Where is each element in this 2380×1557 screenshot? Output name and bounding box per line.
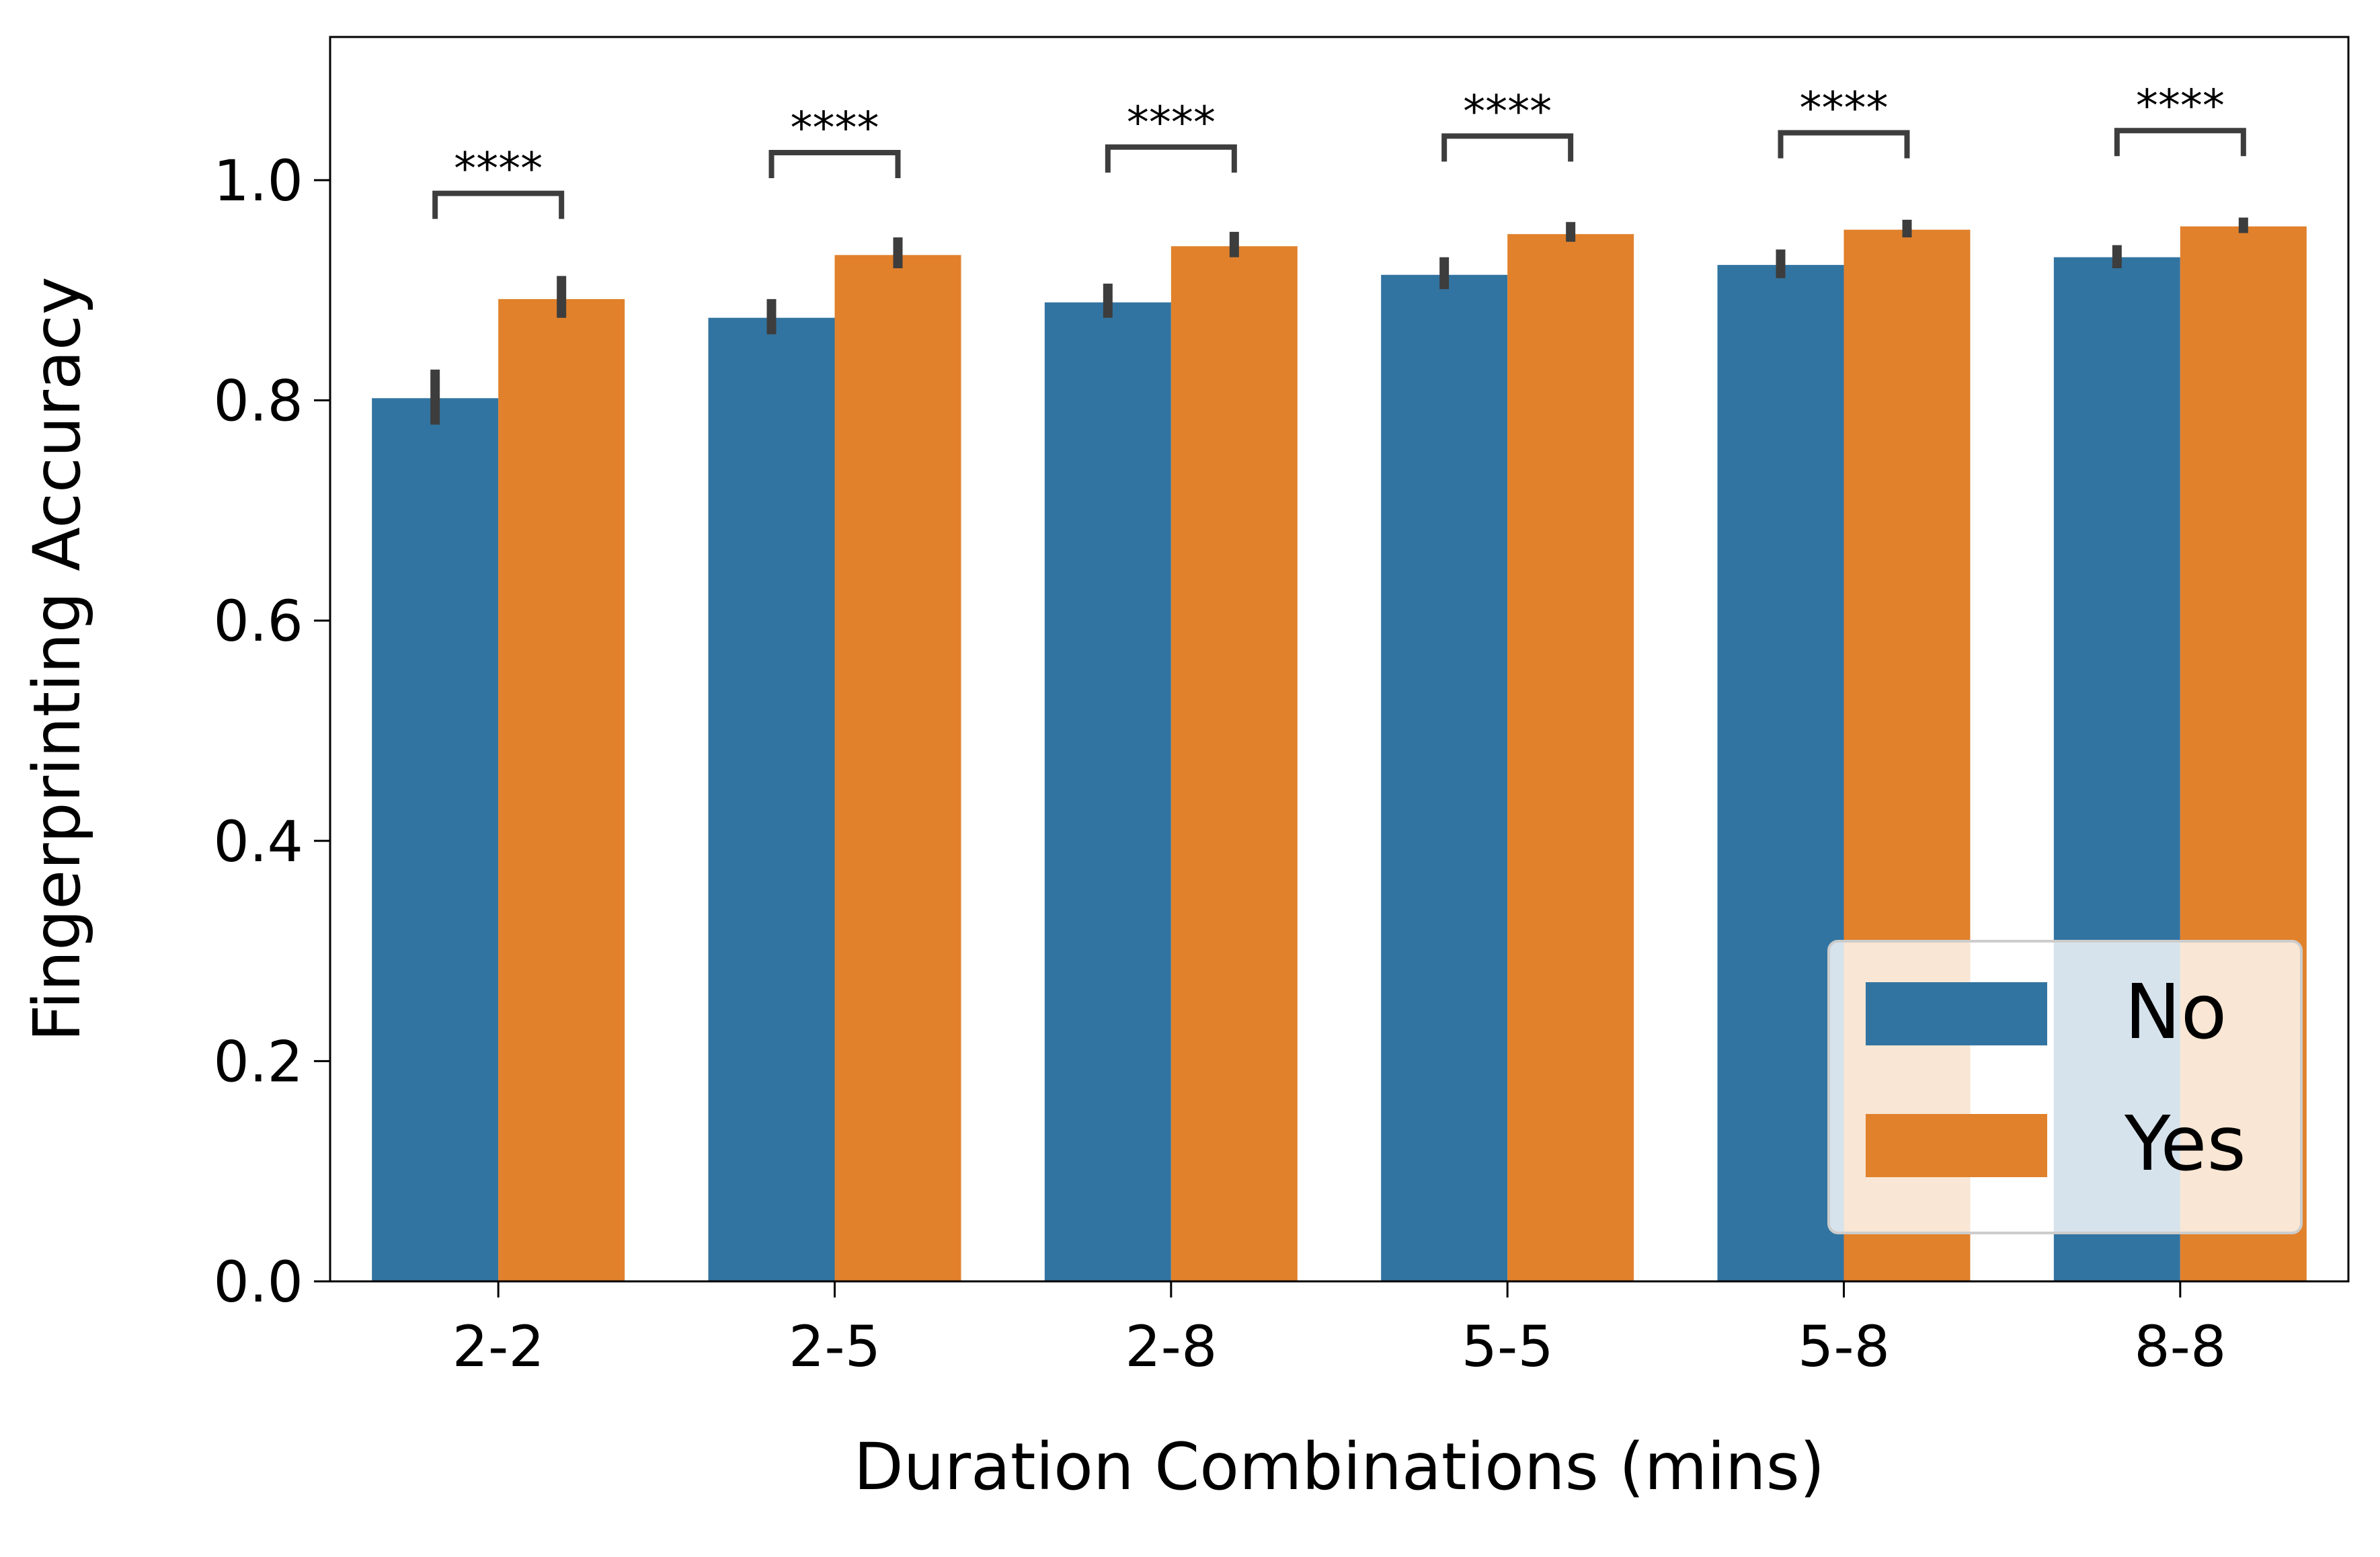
- significance-label-8-8: ****: [2136, 80, 2225, 132]
- significance-bracket-2-2: [432, 190, 565, 219]
- x-axis: 2-2 2-5 2-8 5-5 5-8 8-8: [452, 1281, 2226, 1380]
- y-tick-label-0.2: 0.2: [213, 1029, 303, 1094]
- significance-bracket-2-8: [1105, 144, 1237, 173]
- significance-bracket-5-5: [1441, 133, 1574, 162]
- significance-bracket-5-8: [1778, 130, 1910, 159]
- y-tick-label-0.4: 0.4: [213, 809, 303, 875]
- bar-yes-5-5: [1507, 234, 1634, 1281]
- bar-no-2-2: [372, 398, 499, 1281]
- y-tick-label-1.0: 1.0: [213, 148, 303, 214]
- legend-label-yes: Yes: [2124, 1101, 2246, 1188]
- x-tick-label-5-8: 5-8: [1798, 1314, 1890, 1380]
- x-tick-label-2-8: 2-8: [1125, 1314, 1217, 1380]
- significance-bracket-2-5: [768, 149, 901, 178]
- y-tick-label-0.6: 0.6: [213, 588, 303, 654]
- significance-label-2-8: ****: [1127, 97, 1216, 149]
- x-tick-label-8-8: 8-8: [2134, 1314, 2226, 1380]
- y-axis-label: Fingerprinting Accuracy: [19, 276, 95, 1041]
- significance-label-5-8: ****: [1800, 83, 1889, 134]
- bar-no-2-5: [708, 317, 835, 1281]
- y-tick-label-0.0: 0.0: [213, 1249, 303, 1315]
- bar-no-5-8: [1717, 265, 1844, 1281]
- bar-yes-2-8: [1171, 246, 1298, 1281]
- legend-swatch-yes: [1866, 1114, 2047, 1177]
- error-bars-layer: [430, 217, 2248, 425]
- x-tick-label-5-5: 5-5: [1462, 1314, 1554, 1380]
- bar-no-2-8: [1044, 302, 1171, 1282]
- y-axis: 0.0 0.2 0.4 0.6 0.8 1.0: [213, 148, 330, 1315]
- bar-no-5-5: [1381, 274, 1508, 1281]
- significance-bracket-8-8: [2114, 128, 2246, 157]
- bar-yes-2-5: [834, 255, 961, 1282]
- x-tick-label-2-5: 2-5: [789, 1314, 881, 1380]
- plot-frame: [329, 36, 2350, 1283]
- legend-swatch-no: [1866, 982, 2047, 1045]
- legend: No Yes: [1827, 940, 2303, 1234]
- significance-label-2-2: ****: [454, 143, 543, 195]
- bar-yes-2-2: [498, 298, 625, 1281]
- y-tick-label-0.8: 0.8: [213, 368, 303, 434]
- legend-label-no: No: [2125, 969, 2227, 1056]
- x-axis-label: Duration Combinations (mins): [854, 1429, 1825, 1505]
- significance-label-2-5: ****: [791, 102, 879, 154]
- x-tick-label-2-2: 2-2: [452, 1314, 545, 1380]
- significance-label-5-5: ****: [1463, 85, 1552, 137]
- significance-annotations: **** **** **** **** **** ****: [432, 80, 2246, 219]
